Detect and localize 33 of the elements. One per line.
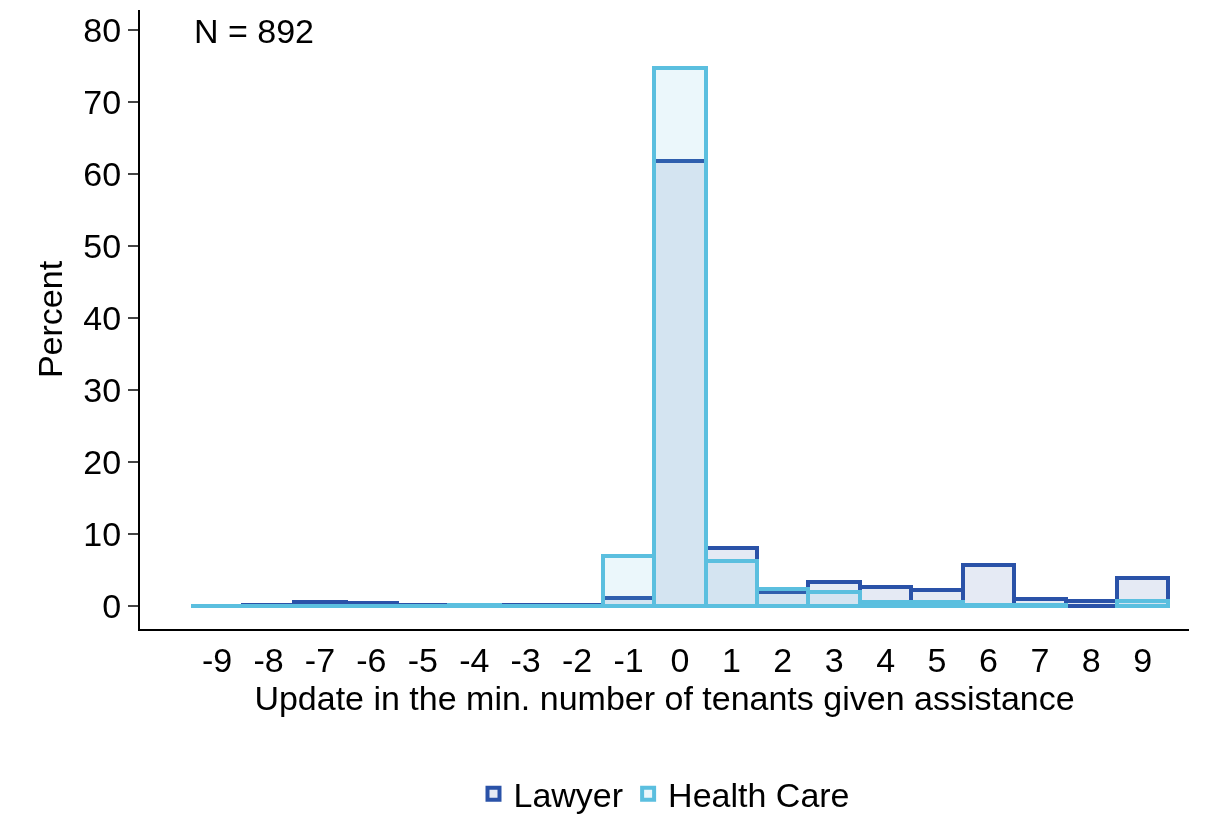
y-tick-label: 20 [83,442,122,481]
x-tick-label: 5 [927,640,947,679]
y-tick-label: 30 [83,370,122,409]
y-tick-label: 70 [83,83,122,122]
x-tick-label: 1 [721,640,741,679]
x-tick-label: -8 [253,640,284,679]
y-tick-label: 50 [83,226,122,265]
x-tick-label: -1 [613,640,644,679]
x-tick-label: 4 [876,640,896,679]
x-tick-label: 9 [1133,640,1153,679]
x-tick-label: -5 [407,640,438,679]
legend-label: Lawyer [513,776,624,815]
x-tick-label: -3 [510,640,541,679]
x-tick-label: 7 [1030,640,1050,679]
legend-label: Health Care [668,776,850,815]
y-tick-label: 10 [83,514,122,553]
x-tick-label: 6 [979,640,998,679]
x-tick-label: 2 [773,640,793,679]
x-tick-label: -6 [356,640,387,679]
x-tick-label: -4 [459,640,490,679]
x-tick-label: -9 [202,640,233,679]
x-tick-label: 8 [1081,640,1101,679]
y-tick-label: 80 [83,11,122,50]
x-tick-label: 0 [670,640,690,679]
x-axis-title: Update in the min. number of tenants given assistance [254,678,1075,717]
x-tick-label: -7 [304,640,336,679]
y-axis-title: Percent [31,260,70,379]
y-tick-label: 0 [102,586,122,625]
y-tick-label: 40 [83,298,122,337]
annotation: N = 892 [194,12,315,50]
y-tick-label: 60 [83,155,122,194]
x-tick-label: 3 [824,640,844,679]
x-tick-label: -2 [561,640,593,679]
